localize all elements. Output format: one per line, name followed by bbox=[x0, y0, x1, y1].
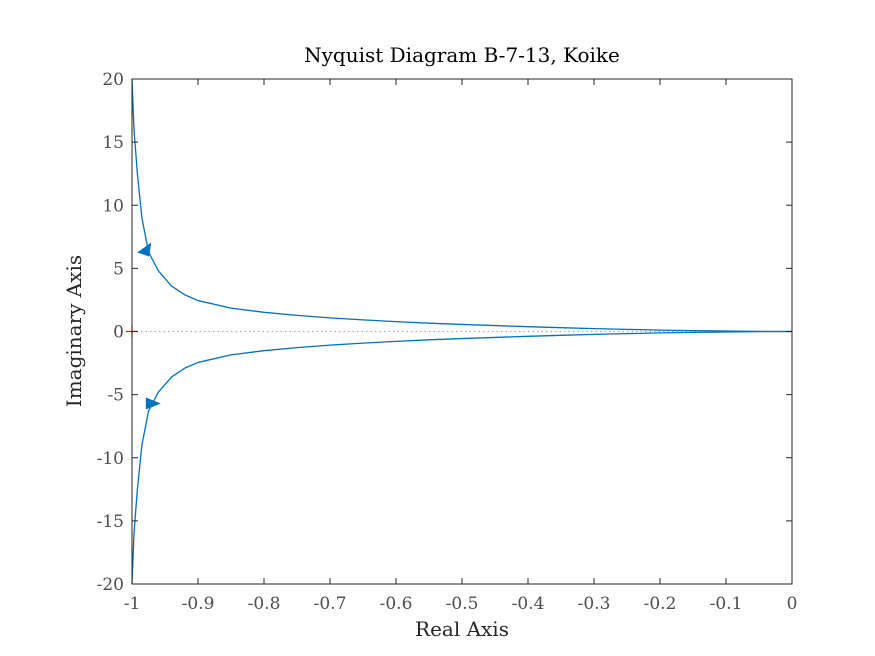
y-tick-label: 10 bbox=[102, 196, 124, 216]
x-axis-label: Real Axis bbox=[415, 617, 509, 641]
x-tick-label: 0 bbox=[787, 594, 798, 614]
y-axis-label: Imaginary Axis bbox=[62, 255, 86, 407]
x-tick-label: -0.1 bbox=[710, 594, 743, 614]
y-tick-label: 5 bbox=[113, 259, 124, 279]
x-tick-label: -0.9 bbox=[182, 594, 215, 614]
y-tick-label: -20 bbox=[97, 575, 124, 595]
x-tick-label: -0.4 bbox=[512, 594, 545, 614]
y-tick-label: -15 bbox=[97, 512, 124, 532]
y-tick-label: 20 bbox=[102, 70, 124, 90]
arrow-layer bbox=[137, 242, 161, 410]
direction-arrow-2 bbox=[145, 397, 161, 410]
nyquist-branch-upper bbox=[131, 78, 793, 333]
direction-arrow-1 bbox=[137, 242, 152, 257]
y-tick-label: 0 bbox=[113, 323, 124, 343]
x-tick-label: -0.8 bbox=[248, 594, 281, 614]
x-tick-label: -1 bbox=[124, 594, 141, 614]
y-tick-label: -5 bbox=[107, 386, 124, 406]
tick-layer bbox=[131, 78, 793, 585]
x-tick-label: -0.5 bbox=[446, 594, 479, 614]
y-tick-label: -10 bbox=[97, 449, 124, 469]
x-tick-label: -0.7 bbox=[314, 594, 347, 614]
x-tick-label: -0.3 bbox=[578, 594, 611, 614]
x-tick-label: -0.6 bbox=[380, 594, 413, 614]
chart-title: Nyquist Diagram B-7-13, Koike bbox=[304, 43, 620, 67]
y-tick-label: 15 bbox=[102, 133, 124, 153]
tick-label-layer: -1 -0.9 -0.8 -0.7 -0.6 -0.5 -0.4 -0.3 -0.2 -0.1 0 -… bbox=[97, 70, 798, 614]
x-tick-label: -0.2 bbox=[644, 594, 677, 614]
